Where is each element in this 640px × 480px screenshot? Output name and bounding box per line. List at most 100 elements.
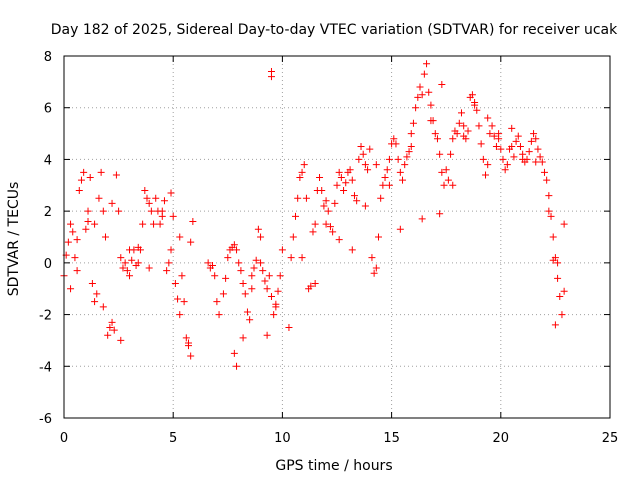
data-point — [370, 269, 378, 277]
data-point — [307, 282, 315, 290]
data-point — [167, 246, 175, 254]
y-axis-ticks: -6 -4 -2 0 2 4 6 8 — [39, 50, 610, 427]
data-point — [545, 207, 553, 215]
data-point — [440, 181, 448, 189]
chart-title: Day 182 of 2025, Sidereal Day-to-day VTE… — [51, 22, 618, 38]
data-point — [209, 261, 217, 269]
data-point — [95, 194, 103, 202]
data-point — [73, 236, 81, 244]
data-point — [287, 254, 295, 262]
data-point — [189, 217, 197, 225]
data-point — [174, 295, 182, 303]
data-point — [342, 179, 350, 187]
data-point — [145, 199, 153, 207]
data-point — [239, 334, 247, 342]
data-point — [558, 311, 566, 319]
data-point — [243, 308, 251, 316]
data-point — [167, 189, 175, 197]
data-point — [560, 220, 568, 228]
x-tick-label: 0 — [60, 431, 68, 446]
x-tick-label: 10 — [274, 431, 291, 446]
data-point — [475, 122, 483, 130]
data-point — [540, 168, 548, 176]
data-point — [160, 197, 168, 205]
data-point — [431, 130, 439, 138]
data-point — [514, 132, 522, 140]
data-point — [230, 349, 238, 357]
data-point — [213, 298, 221, 306]
data-point — [261, 277, 269, 285]
x-tick-label: 20 — [493, 431, 510, 446]
data-point — [187, 238, 195, 246]
data-point — [479, 155, 487, 163]
data-point — [492, 143, 500, 150]
data-point — [534, 145, 542, 153]
data-point — [510, 153, 518, 161]
data-point — [265, 272, 273, 280]
data-point — [248, 285, 256, 293]
data-point — [394, 155, 402, 163]
data-point — [501, 166, 509, 174]
data-point — [263, 285, 271, 293]
data-point — [372, 161, 380, 169]
data-point — [468, 91, 476, 99]
data-point — [340, 186, 348, 194]
data-point — [414, 93, 422, 101]
data-point — [532, 158, 540, 166]
y-tick-label: -6 — [39, 412, 52, 427]
data-point — [143, 194, 151, 202]
data-point — [73, 267, 81, 275]
data-point — [267, 73, 275, 81]
data-point — [438, 168, 446, 176]
data-point — [490, 132, 498, 140]
data-point — [409, 119, 417, 127]
data-point — [361, 202, 369, 210]
data-point — [403, 153, 411, 161]
data-point — [377, 194, 385, 202]
data-point — [110, 326, 118, 334]
data-point — [112, 171, 120, 179]
data-point — [82, 225, 90, 233]
grid-lines — [64, 56, 610, 418]
data-point — [99, 303, 107, 311]
data-point — [298, 168, 306, 176]
data-point — [427, 101, 435, 109]
data-point — [71, 254, 79, 262]
data-point — [442, 166, 450, 174]
data-point — [449, 135, 457, 143]
data-point — [549, 233, 557, 241]
data-point — [392, 140, 400, 148]
data-point — [272, 300, 280, 308]
data-point — [117, 254, 125, 262]
data-point — [263, 331, 271, 339]
data-point — [425, 88, 433, 96]
data-point — [464, 127, 472, 135]
data-point — [64, 238, 72, 246]
data-point — [549, 256, 557, 264]
data-point — [311, 280, 319, 288]
data-point — [320, 202, 328, 210]
data-point — [233, 362, 241, 370]
data-point — [147, 207, 155, 215]
data-point — [204, 259, 212, 267]
data-point — [276, 272, 284, 280]
data-point — [405, 148, 413, 156]
data-point — [554, 259, 562, 267]
data-point — [93, 290, 101, 298]
data-points — [60, 60, 568, 370]
data-point — [171, 280, 179, 288]
data-point — [91, 298, 99, 306]
y-tick-label: 2 — [44, 205, 52, 220]
data-point — [484, 161, 492, 169]
data-point — [128, 256, 136, 264]
data-point — [433, 135, 441, 143]
plot-frame — [63, 55, 611, 419]
data-point — [418, 215, 426, 223]
data-point — [104, 331, 112, 339]
data-point — [215, 311, 223, 319]
data-point — [296, 174, 304, 182]
data-point — [477, 140, 485, 148]
data-point — [252, 256, 260, 264]
data-point — [211, 272, 219, 280]
data-point — [257, 259, 265, 267]
